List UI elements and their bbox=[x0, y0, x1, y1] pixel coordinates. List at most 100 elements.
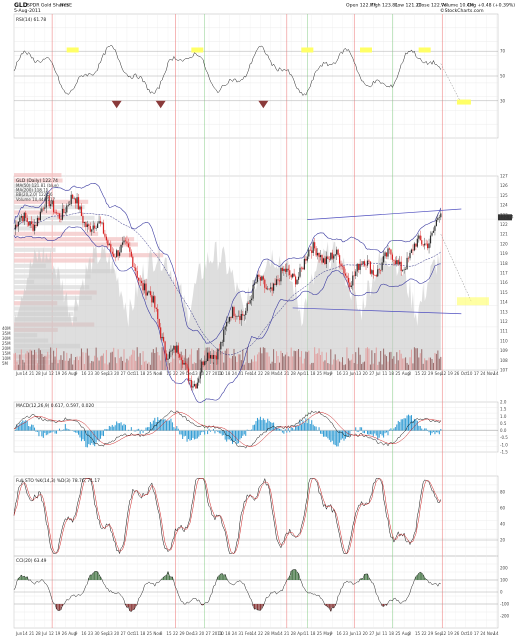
volume-area bbox=[14, 240, 441, 370]
x-axis-label-price: 14 bbox=[493, 371, 499, 376]
candle-body bbox=[324, 258, 326, 264]
macd-histogram-bar bbox=[120, 422, 122, 431]
candle-body bbox=[368, 260, 370, 262]
macd-histogram-bar bbox=[158, 419, 160, 431]
volume-tick: 30M bbox=[2, 336, 11, 341]
macd-histogram-bar bbox=[406, 415, 408, 431]
candle-body bbox=[346, 275, 348, 278]
x-axis-label-price: 11 bbox=[382, 371, 388, 376]
candle-body bbox=[252, 284, 254, 299]
macd-histogram-bar bbox=[133, 430, 135, 432]
candle-body bbox=[25, 212, 27, 218]
x-axis-label-price: 15 bbox=[166, 371, 172, 376]
volume-bar bbox=[34, 349, 36, 370]
volume-bar bbox=[79, 356, 81, 370]
candle-body bbox=[410, 249, 413, 253]
volume-bar bbox=[185, 348, 187, 370]
candle-body bbox=[108, 244, 110, 246]
candle-body bbox=[283, 268, 285, 271]
candle-body bbox=[393, 259, 395, 261]
volume-bar bbox=[192, 363, 194, 370]
volume-bar bbox=[408, 364, 410, 370]
volume-bar bbox=[210, 364, 212, 370]
candle-body bbox=[77, 197, 80, 210]
candle-body bbox=[146, 292, 149, 296]
candle-body bbox=[209, 355, 212, 359]
rsi-oversold-fill bbox=[258, 100, 269, 109]
candle-body bbox=[274, 283, 276, 285]
candle-body bbox=[82, 216, 84, 223]
volume-bar bbox=[105, 350, 107, 370]
x-axis-label-price: 14 bbox=[251, 371, 257, 376]
candle-body bbox=[278, 280, 281, 282]
volume-bar bbox=[199, 359, 201, 370]
volume-profile-bar bbox=[14, 247, 56, 252]
candle-body bbox=[412, 249, 414, 251]
volume-bar bbox=[368, 348, 370, 370]
x-axis-label-bottom: 10 bbox=[219, 631, 225, 636]
candle-body bbox=[45, 195, 47, 208]
macd-histogram-bar bbox=[333, 430, 335, 445]
candle-body bbox=[265, 287, 267, 290]
candle-body bbox=[104, 233, 106, 237]
macd-histogram-bar bbox=[381, 430, 383, 436]
x-axis-label-price: 18 bbox=[389, 371, 395, 376]
candle-body bbox=[22, 216, 24, 222]
macd-histogram-bar bbox=[397, 420, 399, 431]
macd-histogram-bar bbox=[364, 430, 366, 434]
candle-body bbox=[422, 244, 424, 246]
candle-body bbox=[66, 205, 68, 213]
volume-bar bbox=[170, 361, 172, 370]
x-axis-label-price: Jul bbox=[41, 371, 47, 376]
macd-histogram-bar bbox=[223, 430, 225, 435]
volume-bar bbox=[38, 348, 40, 370]
cci-negative-fill bbox=[330, 604, 332, 612]
volume-profile-bar bbox=[14, 215, 95, 220]
candle-body bbox=[186, 364, 188, 369]
x-axis-label-bottom: Mar bbox=[271, 631, 279, 636]
candle-body bbox=[380, 269, 382, 271]
x-axis-label-bottom: Dec bbox=[186, 631, 194, 636]
candle-body bbox=[296, 279, 298, 285]
macd-histogram-bar bbox=[113, 426, 115, 431]
candle-body bbox=[344, 273, 347, 276]
volume-bar bbox=[375, 347, 377, 370]
volume-bar bbox=[274, 363, 276, 370]
x-axis-label-bottom: 12 bbox=[49, 631, 55, 636]
candle-body bbox=[60, 218, 62, 220]
x-axis-label-price: 20 bbox=[199, 371, 205, 376]
x-axis-label-bottom: 28 bbox=[265, 631, 271, 636]
candle-body bbox=[297, 276, 300, 280]
volume-bar bbox=[76, 356, 78, 370]
macd-histogram-bar bbox=[196, 430, 198, 439]
price-tick: 111 bbox=[500, 329, 508, 334]
volume-bar bbox=[45, 356, 47, 370]
macd-histogram-bar bbox=[91, 430, 93, 444]
macd-histogram-bar bbox=[256, 417, 258, 431]
cci-positive-fill bbox=[416, 575, 418, 580]
macd-histogram-bar bbox=[220, 430, 222, 434]
x-axis-label-bottom: 19 bbox=[55, 631, 61, 636]
candle-body bbox=[271, 287, 273, 291]
macd-histogram-bar bbox=[418, 425, 420, 431]
x-axis-label-bottom: Jun bbox=[15, 631, 23, 636]
cci-positive-fill bbox=[366, 573, 369, 580]
volume-bar bbox=[378, 361, 380, 370]
volume-bar bbox=[229, 357, 231, 370]
cci-negative-fill bbox=[262, 604, 264, 606]
x-axis-label-bottom: 18 bbox=[225, 631, 231, 636]
macd-histogram-bar bbox=[388, 429, 390, 431]
candle-body bbox=[105, 236, 107, 241]
macd-histogram-bar bbox=[369, 430, 371, 435]
macd-histogram-bar bbox=[361, 427, 363, 431]
candle-body bbox=[321, 255, 323, 263]
candle-body bbox=[185, 362, 187, 365]
macd-histogram-bar bbox=[107, 429, 109, 431]
candle-body bbox=[98, 221, 100, 224]
cci-negative-fill bbox=[130, 604, 132, 612]
candle-body bbox=[86, 224, 88, 228]
macd-histogram-bar bbox=[336, 430, 338, 447]
candle-body bbox=[215, 355, 217, 360]
macd-histogram-bar bbox=[20, 422, 22, 431]
cci-positive-fill bbox=[164, 575, 166, 580]
